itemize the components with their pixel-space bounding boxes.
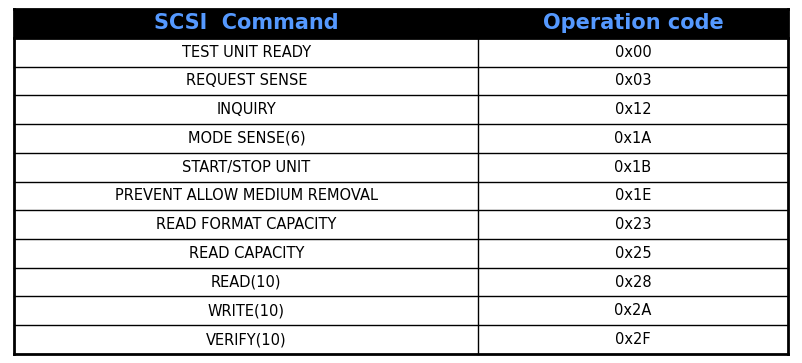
Bar xyxy=(14,95,478,124)
Text: READ CAPACITY: READ CAPACITY xyxy=(188,246,304,261)
Bar xyxy=(14,182,478,210)
Bar xyxy=(14,9,478,38)
Text: START/STOP UNIT: START/STOP UNIT xyxy=(182,160,310,175)
Text: 0x12: 0x12 xyxy=(614,102,651,117)
Bar xyxy=(478,9,788,38)
Bar xyxy=(478,153,788,182)
Text: INQUIRY: INQUIRY xyxy=(217,102,276,117)
Text: 0x00: 0x00 xyxy=(614,45,651,60)
Text: 0x1B: 0x1B xyxy=(614,160,651,175)
Text: VERIFY(10): VERIFY(10) xyxy=(206,332,286,347)
Text: Operation code: Operation code xyxy=(543,13,723,33)
Bar xyxy=(478,66,788,95)
Text: 0x25: 0x25 xyxy=(614,246,651,261)
Bar xyxy=(478,268,788,297)
Bar xyxy=(478,182,788,210)
Text: TEST UNIT READY: TEST UNIT READY xyxy=(182,45,311,60)
Text: 0x2A: 0x2A xyxy=(614,303,652,318)
Text: 0x28: 0x28 xyxy=(614,274,651,290)
Text: WRITE(10): WRITE(10) xyxy=(208,303,285,318)
Text: 0x03: 0x03 xyxy=(614,73,651,89)
Bar xyxy=(14,297,478,325)
Bar xyxy=(478,325,788,354)
Bar xyxy=(478,38,788,66)
Text: READ FORMAT CAPACITY: READ FORMAT CAPACITY xyxy=(156,217,337,232)
Bar xyxy=(14,325,478,354)
Bar xyxy=(478,297,788,325)
Text: MODE SENSE(6): MODE SENSE(6) xyxy=(188,131,306,146)
Bar xyxy=(14,124,478,153)
Bar xyxy=(14,239,478,268)
Text: READ(10): READ(10) xyxy=(211,274,282,290)
Bar xyxy=(14,38,478,66)
Bar xyxy=(14,153,478,182)
Bar xyxy=(478,124,788,153)
Bar xyxy=(478,95,788,124)
Text: 0x2F: 0x2F xyxy=(615,332,650,347)
Text: 0x23: 0x23 xyxy=(614,217,651,232)
Text: SCSI  Command: SCSI Command xyxy=(154,13,338,33)
Bar xyxy=(14,210,478,239)
Text: PREVENT ALLOW MEDIUM REMOVAL: PREVENT ALLOW MEDIUM REMOVAL xyxy=(115,188,378,203)
Bar xyxy=(14,66,478,95)
Text: 0x1A: 0x1A xyxy=(614,131,651,146)
Bar xyxy=(14,268,478,297)
Bar xyxy=(478,210,788,239)
Text: 0x1E: 0x1E xyxy=(615,188,651,203)
Text: REQUEST SENSE: REQUEST SENSE xyxy=(185,73,307,89)
Bar xyxy=(478,239,788,268)
